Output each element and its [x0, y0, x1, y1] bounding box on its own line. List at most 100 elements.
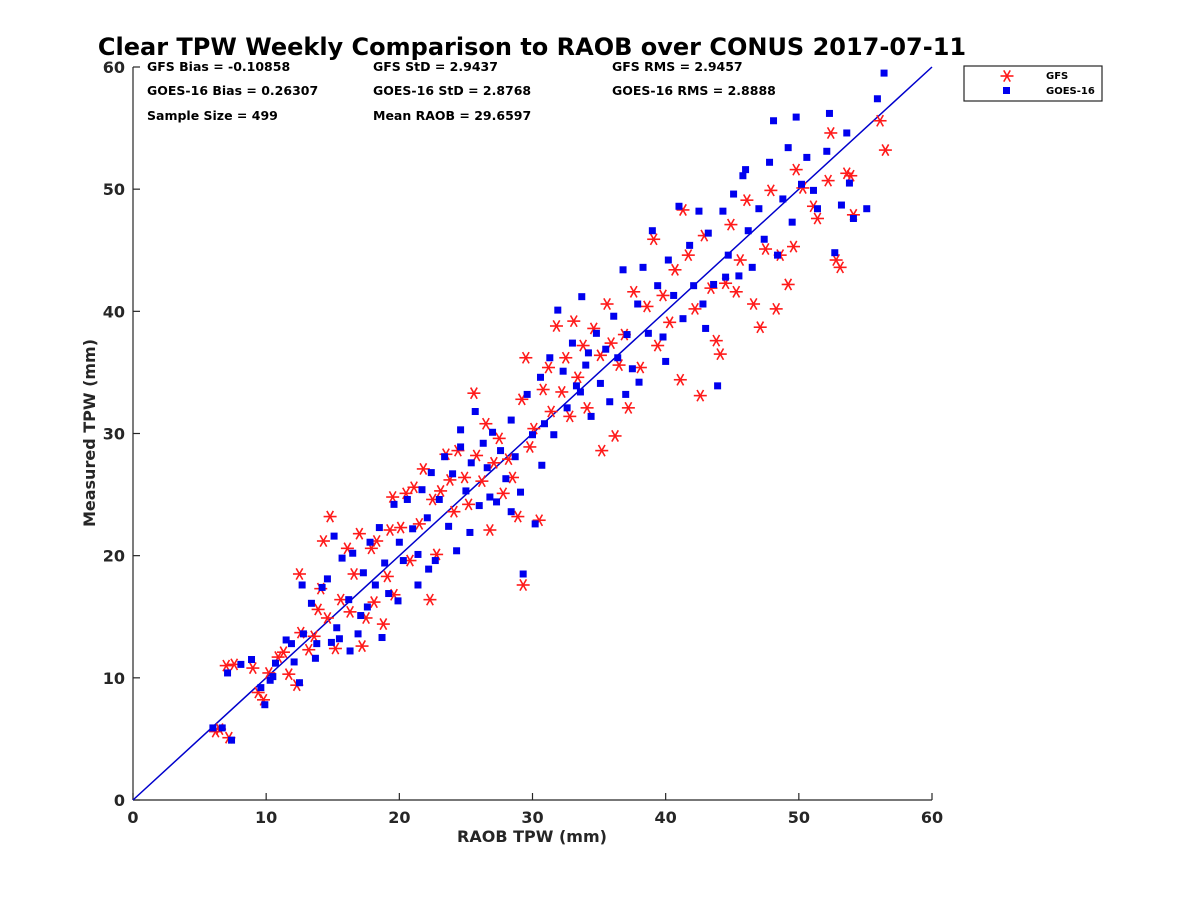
goes16-point	[622, 390, 630, 398]
goes16-point	[662, 357, 670, 365]
gfs-bias-annotation: GFS Bias = -0.10858	[147, 59, 290, 74]
goes16-point	[797, 180, 805, 188]
goes16-point	[825, 109, 833, 117]
x-tick-label: 20	[388, 808, 410, 827]
gfs-point	[668, 263, 682, 276]
goes16-point	[664, 256, 672, 264]
goes16-point	[634, 300, 642, 308]
gfs-point	[447, 505, 461, 518]
goes16-point	[699, 300, 707, 308]
goes16-point	[282, 636, 290, 644]
gfs-point	[292, 567, 306, 581]
goes16-point	[679, 315, 687, 323]
goes16-point	[453, 547, 461, 555]
x-axis-ticks: 0 10 20 30 40 50 60	[127, 793, 943, 827]
gfs-point	[483, 523, 497, 537]
gfs-point	[376, 618, 390, 631]
goes16-point	[435, 495, 443, 503]
legend-gfs-asterisk	[1000, 69, 1014, 83]
goes16-point	[803, 153, 811, 161]
goes16-point	[271, 659, 279, 667]
goes16-point	[479, 439, 487, 447]
gfs-point	[302, 643, 316, 656]
gfs-point	[824, 126, 838, 139]
goes16-point	[563, 404, 571, 412]
gfs-point	[759, 242, 773, 256]
gfs-point	[320, 611, 334, 625]
gfs-point	[412, 517, 426, 530]
gfs-point	[559, 351, 573, 364]
gfs-point	[544, 405, 558, 418]
goes16-point	[739, 172, 747, 180]
goes16-point	[466, 528, 474, 536]
goes16-point	[730, 190, 738, 198]
legend-box	[963, 65, 1103, 102]
goes16-point	[224, 669, 232, 677]
goes16-point	[849, 214, 857, 222]
gfs-point	[878, 144, 892, 157]
gfs-point	[316, 534, 330, 548]
gfs-point	[343, 605, 357, 618]
gfs-point	[496, 487, 510, 500]
x-tick-label: 10	[255, 808, 277, 827]
goes16-point	[349, 549, 357, 557]
goes16-point	[425, 565, 433, 573]
goes16-point	[399, 557, 407, 565]
goes16-point	[587, 412, 595, 420]
gfs-point	[519, 351, 533, 364]
goes16-point	[531, 520, 539, 528]
gfs-point	[789, 163, 803, 176]
legend-goes-marker	[1003, 87, 1010, 94]
gfs-point	[724, 218, 738, 231]
gfs-point	[470, 449, 484, 462]
goes16-point	[457, 426, 465, 434]
goes16-point	[735, 272, 743, 280]
gfs-point	[282, 668, 296, 681]
goes16-point	[572, 382, 580, 390]
gfs-point	[549, 319, 563, 333]
gfs-point	[709, 334, 723, 347]
goes16-point	[299, 630, 307, 638]
goes16-point	[318, 583, 326, 591]
goes16-point	[654, 282, 662, 290]
goes16-point	[724, 251, 732, 259]
gfs-point	[536, 383, 550, 396]
y-tick-label: 20	[103, 547, 125, 566]
gfs-point	[673, 373, 687, 386]
x-tick-label: 30	[521, 808, 543, 827]
gfs-point	[571, 371, 585, 384]
legend-goes-label: GOES-16	[1046, 86, 1095, 97]
goes16-point	[576, 388, 584, 396]
y-tick-label: 0	[114, 791, 125, 810]
goes16-point	[228, 736, 236, 744]
gfs-point	[600, 297, 614, 311]
goes16-point	[507, 416, 515, 424]
gfs-point	[873, 114, 887, 127]
goes16-point	[414, 581, 422, 589]
goes16-point	[449, 470, 457, 478]
chart-title: Clear TPW Weekly Comparison to RAOB over…	[98, 33, 966, 61]
gfs-point	[651, 339, 665, 352]
goes16-point	[614, 354, 622, 362]
goes16-point	[462, 487, 470, 495]
goes16-point	[648, 227, 656, 235]
goes16-point	[323, 575, 331, 583]
gfs-point	[467, 387, 481, 400]
gfs-point	[840, 167, 854, 180]
gfs-point	[462, 498, 476, 511]
gfs-point	[492, 432, 506, 445]
goes16-point	[623, 331, 631, 339]
goes16-point	[366, 538, 374, 546]
legend-gfs-label: GFS	[1046, 71, 1068, 82]
x-tick-label: 40	[655, 808, 677, 827]
gfs-point	[367, 596, 381, 609]
gfs-point	[713, 348, 727, 361]
goes16-point	[209, 724, 217, 732]
goes16-point	[578, 293, 586, 301]
goes16-point	[354, 630, 362, 638]
gfs-point	[681, 249, 695, 262]
goes16-point	[298, 581, 306, 589]
goes16-point	[511, 453, 519, 461]
goes16-point	[423, 514, 431, 522]
goes16-point	[431, 557, 439, 565]
